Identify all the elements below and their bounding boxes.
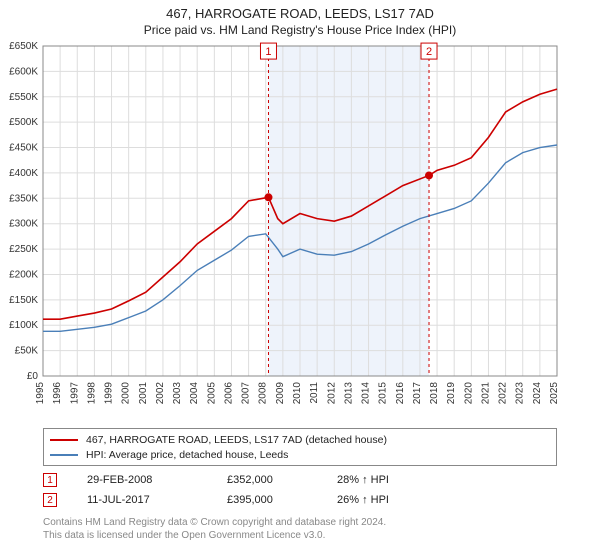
- chart-svg: £0 £50K £100K £150K £200K £250K £300K £350K £400…: [0, 42, 600, 422]
- svg-text:2003: 2003: [172, 382, 183, 405]
- svg-text:£500K: £500K: [9, 117, 38, 128]
- legend-row: HPI: Average price, detached house, Leed…: [50, 447, 550, 462]
- svg-text:2014: 2014: [361, 382, 372, 405]
- svg-text:£250K: £250K: [9, 244, 38, 255]
- markers-table: 1 29-FEB-2008 £352,000 28% ↑ HPI 2 11-JU…: [43, 470, 557, 510]
- legend: 467, HARROGATE ROAD, LEEDS, LS17 7AD (de…: [43, 428, 557, 466]
- legend-swatch-hpi: [50, 454, 78, 456]
- svg-text:£450K: £450K: [9, 143, 38, 154]
- svg-text:£100K: £100K: [9, 320, 38, 331]
- svg-text:2017: 2017: [412, 382, 423, 405]
- svg-text:£50K: £50K: [15, 346, 39, 357]
- marker-date: 11-JUL-2017: [87, 494, 227, 506]
- svg-text:2004: 2004: [189, 382, 200, 405]
- svg-text:2018: 2018: [429, 382, 440, 405]
- svg-text:2019: 2019: [446, 382, 457, 405]
- svg-text:2025: 2025: [549, 382, 560, 405]
- svg-text:2002: 2002: [155, 382, 166, 405]
- legend-label-property: 467, HARROGATE ROAD, LEEDS, LS17 7AD (de…: [86, 434, 387, 446]
- svg-text:2022: 2022: [498, 382, 509, 405]
- footer-line-2: This data is licensed under the Open Gov…: [43, 529, 557, 542]
- title-block: 467, HARROGATE ROAD, LEEDS, LS17 7AD Pri…: [0, 0, 600, 37]
- title-subtitle: Price paid vs. HM Land Registry's House …: [0, 23, 600, 37]
- svg-text:£550K: £550K: [9, 92, 38, 103]
- svg-text:£650K: £650K: [9, 42, 38, 52]
- svg-text:£200K: £200K: [9, 269, 38, 280]
- svg-text:£300K: £300K: [9, 219, 38, 230]
- svg-text:1996: 1996: [52, 382, 63, 405]
- svg-text:2013: 2013: [343, 382, 354, 405]
- svg-text:2010: 2010: [292, 382, 303, 405]
- marker-row: 2 11-JUL-2017 £395,000 26% ↑ HPI: [43, 490, 557, 510]
- svg-text:2: 2: [426, 46, 432, 58]
- chart: £0 £50K £100K £150K £200K £250K £300K £350K £400…: [0, 42, 600, 422]
- svg-text:2007: 2007: [241, 382, 252, 405]
- svg-text:2021: 2021: [480, 382, 491, 405]
- svg-text:1: 1: [265, 46, 271, 58]
- svg-text:2015: 2015: [378, 382, 389, 405]
- marker-diff: 26% ↑ HPI: [337, 494, 447, 506]
- marker-badge-1: 1: [43, 473, 57, 487]
- svg-text:2012: 2012: [326, 382, 337, 405]
- svg-text:1998: 1998: [86, 382, 97, 405]
- svg-text:1997: 1997: [69, 382, 80, 405]
- svg-text:2000: 2000: [121, 382, 132, 405]
- svg-text:£0: £0: [27, 371, 39, 382]
- svg-text:2011: 2011: [309, 382, 320, 404]
- svg-text:2023: 2023: [515, 382, 526, 405]
- svg-text:2006: 2006: [223, 382, 234, 405]
- svg-text:1995: 1995: [35, 382, 46, 405]
- svg-text:2005: 2005: [206, 382, 217, 405]
- svg-text:£400K: £400K: [9, 168, 38, 179]
- marker-date: 29-FEB-2008: [87, 474, 227, 486]
- marker-price: £352,000: [227, 474, 337, 486]
- marker-diff: 28% ↑ HPI: [337, 474, 447, 486]
- footer-line-1: Contains HM Land Registry data © Crown c…: [43, 516, 557, 529]
- legend-label-hpi: HPI: Average price, detached house, Leed…: [86, 449, 288, 461]
- svg-text:£600K: £600K: [9, 66, 38, 77]
- svg-text:2001: 2001: [138, 382, 149, 405]
- svg-text:£150K: £150K: [9, 295, 38, 306]
- legend-swatch-property: [50, 439, 78, 441]
- svg-text:2020: 2020: [463, 382, 474, 405]
- marker-price: £395,000: [227, 494, 337, 506]
- legend-row: 467, HARROGATE ROAD, LEEDS, LS17 7AD (de…: [50, 432, 550, 447]
- svg-text:2016: 2016: [395, 382, 406, 405]
- svg-text:2008: 2008: [258, 382, 269, 405]
- marker-row: 1 29-FEB-2008 £352,000 28% ↑ HPI: [43, 470, 557, 490]
- footer: Contains HM Land Registry data © Crown c…: [43, 516, 557, 542]
- page: 467, HARROGATE ROAD, LEEDS, LS17 7AD Pri…: [0, 0, 600, 560]
- svg-text:2024: 2024: [532, 382, 543, 405]
- marker-badge-2: 2: [43, 493, 57, 507]
- svg-text:1999: 1999: [104, 382, 115, 405]
- svg-text:£350K: £350K: [9, 193, 38, 204]
- title-address: 467, HARROGATE ROAD, LEEDS, LS17 7AD: [0, 6, 600, 21]
- svg-text:2009: 2009: [275, 382, 286, 405]
